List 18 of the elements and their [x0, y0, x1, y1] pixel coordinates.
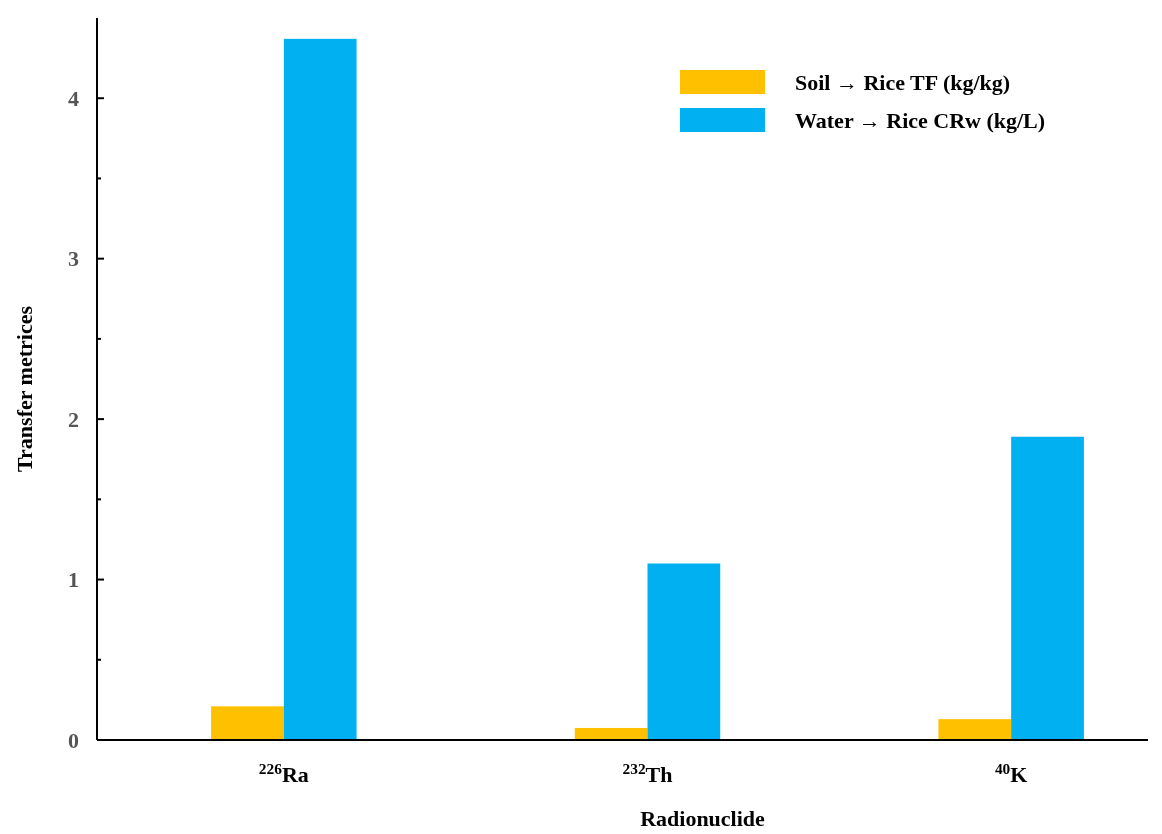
y-tick-label: 3 [68, 246, 79, 272]
bar [574, 727, 648, 740]
bar [647, 563, 721, 740]
x-tick-label: $^{40}$K [994, 759, 1028, 787]
bar [938, 719, 1012, 740]
x-tick-label: $^{226}$Ra [258, 759, 309, 787]
bar [211, 706, 284, 740]
y-tick-label: 4 [68, 85, 79, 111]
legend-label: Soil → Rice TF (kg/kg) [795, 69, 1011, 95]
y-tick-label: 0 [68, 727, 79, 753]
y-axis-title: Transfer metrices [12, 305, 37, 472]
x-tick-label: $^{232}$Th [622, 759, 673, 787]
bar [283, 38, 357, 740]
y-tick-label: 2 [68, 406, 79, 432]
legend-label: Water → Rice CRw (kg/L) [795, 107, 1046, 133]
y-tick-label: 1 [68, 567, 79, 593]
bar [1011, 436, 1084, 740]
x-axis-title: Radionuclide [640, 806, 766, 831]
